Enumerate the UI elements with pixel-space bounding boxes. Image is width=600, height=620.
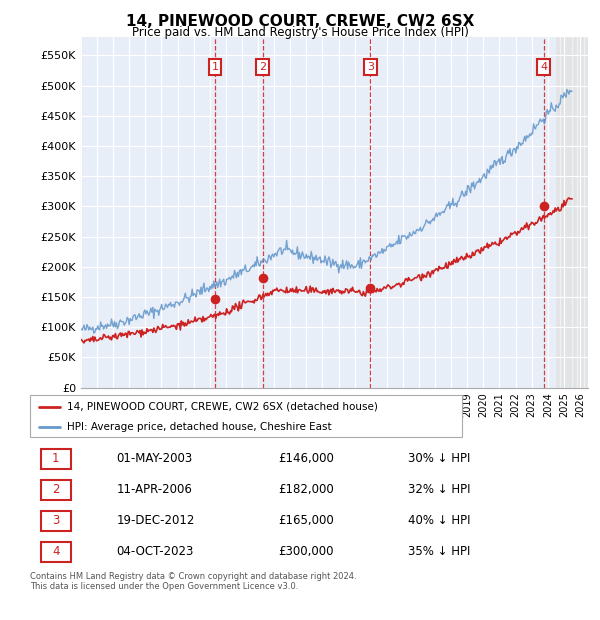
FancyBboxPatch shape <box>41 542 71 562</box>
Text: 19-DEC-2012: 19-DEC-2012 <box>116 515 195 527</box>
Text: 1: 1 <box>212 62 218 72</box>
Text: 01-MAY-2003: 01-MAY-2003 <box>116 453 193 465</box>
Bar <box>568 37 569 387</box>
Text: 2: 2 <box>52 484 59 496</box>
Bar <box>560 37 562 387</box>
FancyBboxPatch shape <box>41 449 71 469</box>
Bar <box>573 37 574 387</box>
Text: 40% ↓ HPI: 40% ↓ HPI <box>408 515 470 527</box>
Bar <box>580 37 581 387</box>
Text: Price paid vs. HM Land Registry's House Price Index (HPI): Price paid vs. HM Land Registry's House … <box>131 26 469 39</box>
Text: 04-OCT-2023: 04-OCT-2023 <box>116 546 194 558</box>
FancyBboxPatch shape <box>41 511 71 531</box>
Bar <box>575 37 576 387</box>
Text: £300,000: £300,000 <box>278 546 334 558</box>
Text: £146,000: £146,000 <box>278 453 334 465</box>
Bar <box>556 37 588 387</box>
Text: Contains HM Land Registry data © Crown copyright and database right 2024.
This d: Contains HM Land Registry data © Crown c… <box>30 572 356 591</box>
Bar <box>563 37 564 387</box>
Text: 2: 2 <box>259 62 266 72</box>
Bar <box>556 37 557 387</box>
FancyBboxPatch shape <box>41 480 71 500</box>
Text: 3: 3 <box>367 62 374 72</box>
Text: HPI: Average price, detached house, Cheshire East: HPI: Average price, detached house, Ches… <box>67 422 331 432</box>
Bar <box>565 37 566 387</box>
Text: £182,000: £182,000 <box>278 484 334 496</box>
Bar <box>570 37 571 387</box>
Text: 14, PINEWOOD COURT, CREWE, CW2 6SX: 14, PINEWOOD COURT, CREWE, CW2 6SX <box>126 14 474 29</box>
Text: 4: 4 <box>52 546 59 558</box>
Bar <box>558 37 559 387</box>
Text: 1: 1 <box>52 453 59 465</box>
Text: 11-APR-2006: 11-APR-2006 <box>116 484 192 496</box>
Text: 35% ↓ HPI: 35% ↓ HPI <box>408 546 470 558</box>
Text: 32% ↓ HPI: 32% ↓ HPI <box>408 484 470 496</box>
Text: £165,000: £165,000 <box>278 515 334 527</box>
Text: 14, PINEWOOD COURT, CREWE, CW2 6SX (detached house): 14, PINEWOOD COURT, CREWE, CW2 6SX (deta… <box>67 402 377 412</box>
Bar <box>585 37 586 387</box>
Text: 4: 4 <box>540 62 547 72</box>
Bar <box>587 37 589 387</box>
Text: 3: 3 <box>52 515 59 527</box>
Text: 30% ↓ HPI: 30% ↓ HPI <box>408 453 470 465</box>
